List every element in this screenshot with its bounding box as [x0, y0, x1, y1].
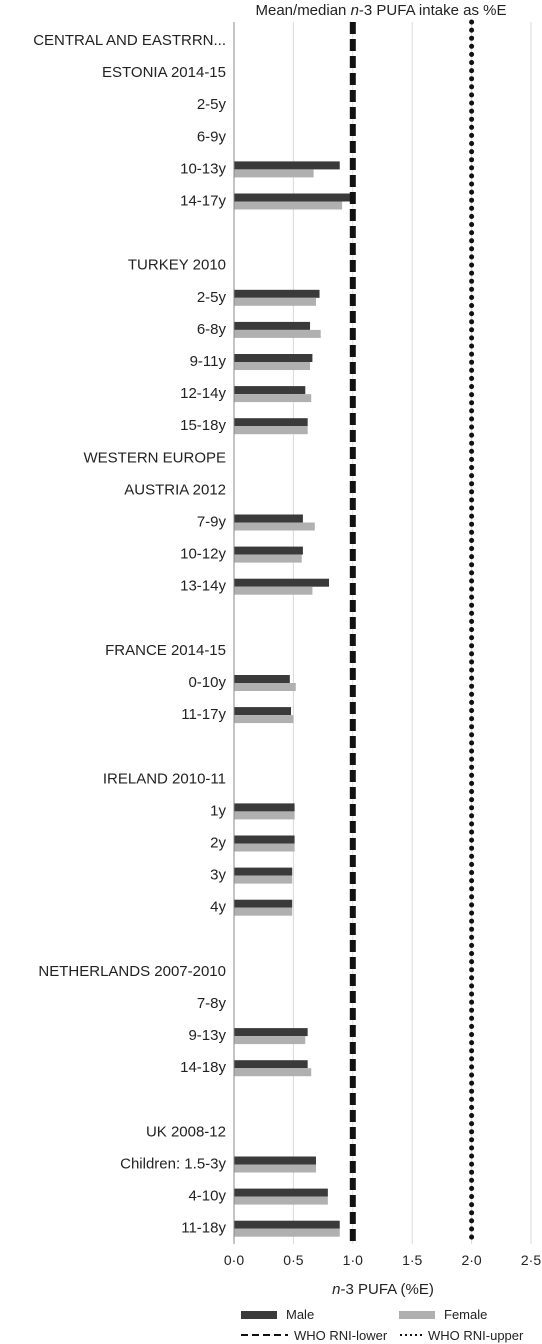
category-label-1: ESTONIA 2014-15: [102, 64, 226, 81]
category-label-37: 11-18y: [181, 1220, 226, 1237]
category-label-26: 3y: [210, 867, 226, 884]
bar-female-15: [234, 522, 315, 531]
category-label-15: 7-9y: [197, 514, 227, 531]
bar-female-20: [234, 683, 296, 691]
category-label-8: 2-5y: [197, 289, 227, 306]
bar-female-10: [234, 362, 311, 370]
category-label-31: 9-13y: [188, 1027, 226, 1044]
bar-female-36: [234, 1196, 328, 1205]
category-label-12: 15-18y: [180, 417, 226, 434]
bar-female-5: [234, 201, 343, 210]
category-label-7: TURKEY 2010: [128, 257, 226, 274]
bar-male-27: [234, 899, 293, 908]
category-label-29: NETHERLANDS 2007-2010: [38, 963, 226, 980]
bar-female-4: [234, 169, 314, 178]
bar-male-37: [234, 1220, 340, 1229]
bar-male-10: [234, 354, 313, 362]
bar-male-15: [234, 514, 303, 523]
legend-label-rni-upper: WHO RNI-upper: [428, 1328, 524, 1343]
bar-male-12: [234, 418, 308, 427]
bar-male-4: [234, 161, 340, 170]
bar-male-35: [234, 1156, 316, 1165]
category-label-2: 2-5y: [197, 96, 227, 113]
bar-female-27: [234, 907, 293, 916]
chart-title: Mean/median n-3 PUFA intake as %E: [256, 2, 507, 19]
legend-label-rni-lower: WHO RNI-lower: [294, 1328, 388, 1343]
category-label-27: 4y: [210, 899, 226, 916]
bar-female-21: [234, 715, 294, 724]
bar-female-17: [234, 586, 313, 595]
category-label-24: 1y: [210, 802, 226, 819]
category-label-30: 7-8y: [197, 995, 227, 1012]
bar-female-25: [234, 843, 295, 852]
bar-female-24: [234, 811, 295, 820]
x-tick-label-3: 1·5: [402, 1252, 422, 1268]
category-label-5: 14-17y: [180, 193, 226, 210]
category-label-21: 11-17y: [181, 706, 226, 723]
category-label-17: 13-14y: [180, 578, 226, 595]
bar-male-36: [234, 1188, 328, 1197]
legend-swatch-female: [399, 1311, 435, 1319]
bar-female-16: [234, 554, 302, 563]
bar-female-32: [234, 1068, 312, 1077]
bar-male-21: [234, 707, 292, 716]
category-label-35: Children: 1.5-3y: [120, 1156, 226, 1173]
category-label-0: CENTRAL AND EASTRRN...: [33, 32, 226, 49]
legend-label-male: Male: [286, 1307, 314, 1322]
category-label-14: AUSTRIA 2012: [124, 481, 226, 498]
category-label-11: 12-14y: [180, 385, 226, 402]
category-label-20: 0-10y: [188, 674, 226, 691]
x-tick-label-5: 2·5: [521, 1252, 541, 1268]
x-axis-label: n-3 PUFA (%E): [332, 1281, 434, 1298]
category-label-13: WESTERN EUROPE: [83, 449, 226, 466]
category-label-32: 14-18y: [180, 1059, 226, 1076]
bar-male-5: [234, 193, 351, 202]
bar-male-8: [234, 289, 320, 298]
x-tick-label-1: 0·5: [283, 1252, 303, 1268]
bar-female-11: [234, 394, 312, 403]
x-tick-label-0: 0·0: [224, 1252, 244, 1268]
category-label-4: 10-13y: [180, 160, 226, 177]
bar-male-16: [234, 546, 303, 555]
bar-male-32: [234, 1060, 308, 1069]
bar-male-9: [234, 321, 311, 330]
bar-male-11: [234, 386, 306, 395]
bar-male-20: [234, 675, 290, 683]
legend-swatch-male: [241, 1311, 277, 1319]
bar-female-35: [234, 1164, 316, 1173]
bar-male-17: [234, 578, 330, 587]
category-label-16: 10-12y: [180, 546, 226, 563]
bar-female-8: [234, 297, 316, 306]
category-label-3: 6-9y: [197, 128, 227, 145]
bar-male-24: [234, 803, 295, 812]
category-label-10: 9-11y: [190, 353, 227, 370]
bar-female-12: [234, 426, 308, 435]
category-label-25: 2y: [210, 835, 226, 852]
x-tick-label-2: 1·0: [343, 1252, 363, 1268]
bar-male-25: [234, 835, 295, 844]
category-label-9: 6-8y: [197, 321, 227, 338]
bar-female-26: [234, 875, 293, 884]
category-label-34: UK 2008-12: [146, 1123, 226, 1140]
bar-female-31: [234, 1036, 306, 1045]
category-label-19: FRANCE 2014-15: [105, 642, 226, 659]
bar-female-37: [234, 1228, 340, 1237]
bar-female-9: [234, 329, 321, 338]
bar-male-26: [234, 867, 293, 876]
x-tick-label-4: 2·0: [461, 1252, 481, 1268]
category-label-23: IRELAND 2010-11: [103, 770, 226, 787]
category-label-36: 4-10y: [188, 1188, 226, 1205]
legend-label-female: Female: [444, 1307, 487, 1322]
bar-male-31: [234, 1028, 308, 1037]
